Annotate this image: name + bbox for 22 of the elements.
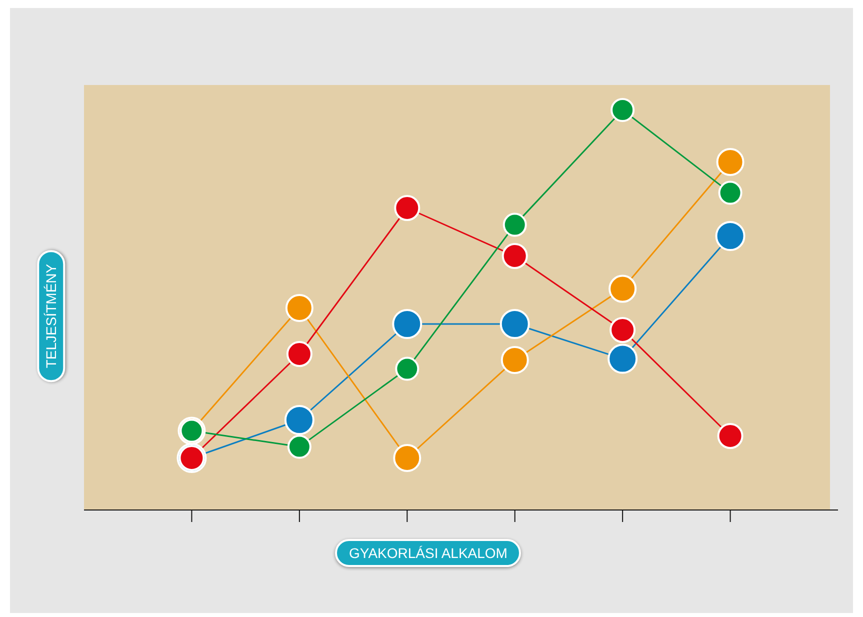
- point: [285, 294, 314, 322]
- point: [502, 243, 528, 269]
- point: [500, 346, 529, 374]
- point: [284, 405, 314, 435]
- point: [608, 274, 637, 303]
- point: [286, 341, 312, 367]
- point: [500, 309, 530, 339]
- point: [715, 221, 746, 251]
- point: [394, 195, 420, 221]
- point: [502, 212, 527, 237]
- point: [287, 434, 312, 459]
- point: [610, 98, 635, 122]
- x-axis-title: GYAKORLÁSI ALKALOM: [335, 539, 522, 567]
- point: [395, 356, 420, 381]
- y-axis-title: TELJESÍTMÉNY: [37, 250, 66, 382]
- point: [608, 344, 638, 374]
- point: [718, 180, 742, 205]
- point: [393, 444, 422, 472]
- point: [610, 317, 636, 343]
- point: [716, 148, 744, 176]
- point: [717, 423, 744, 449]
- point: [392, 309, 422, 339]
